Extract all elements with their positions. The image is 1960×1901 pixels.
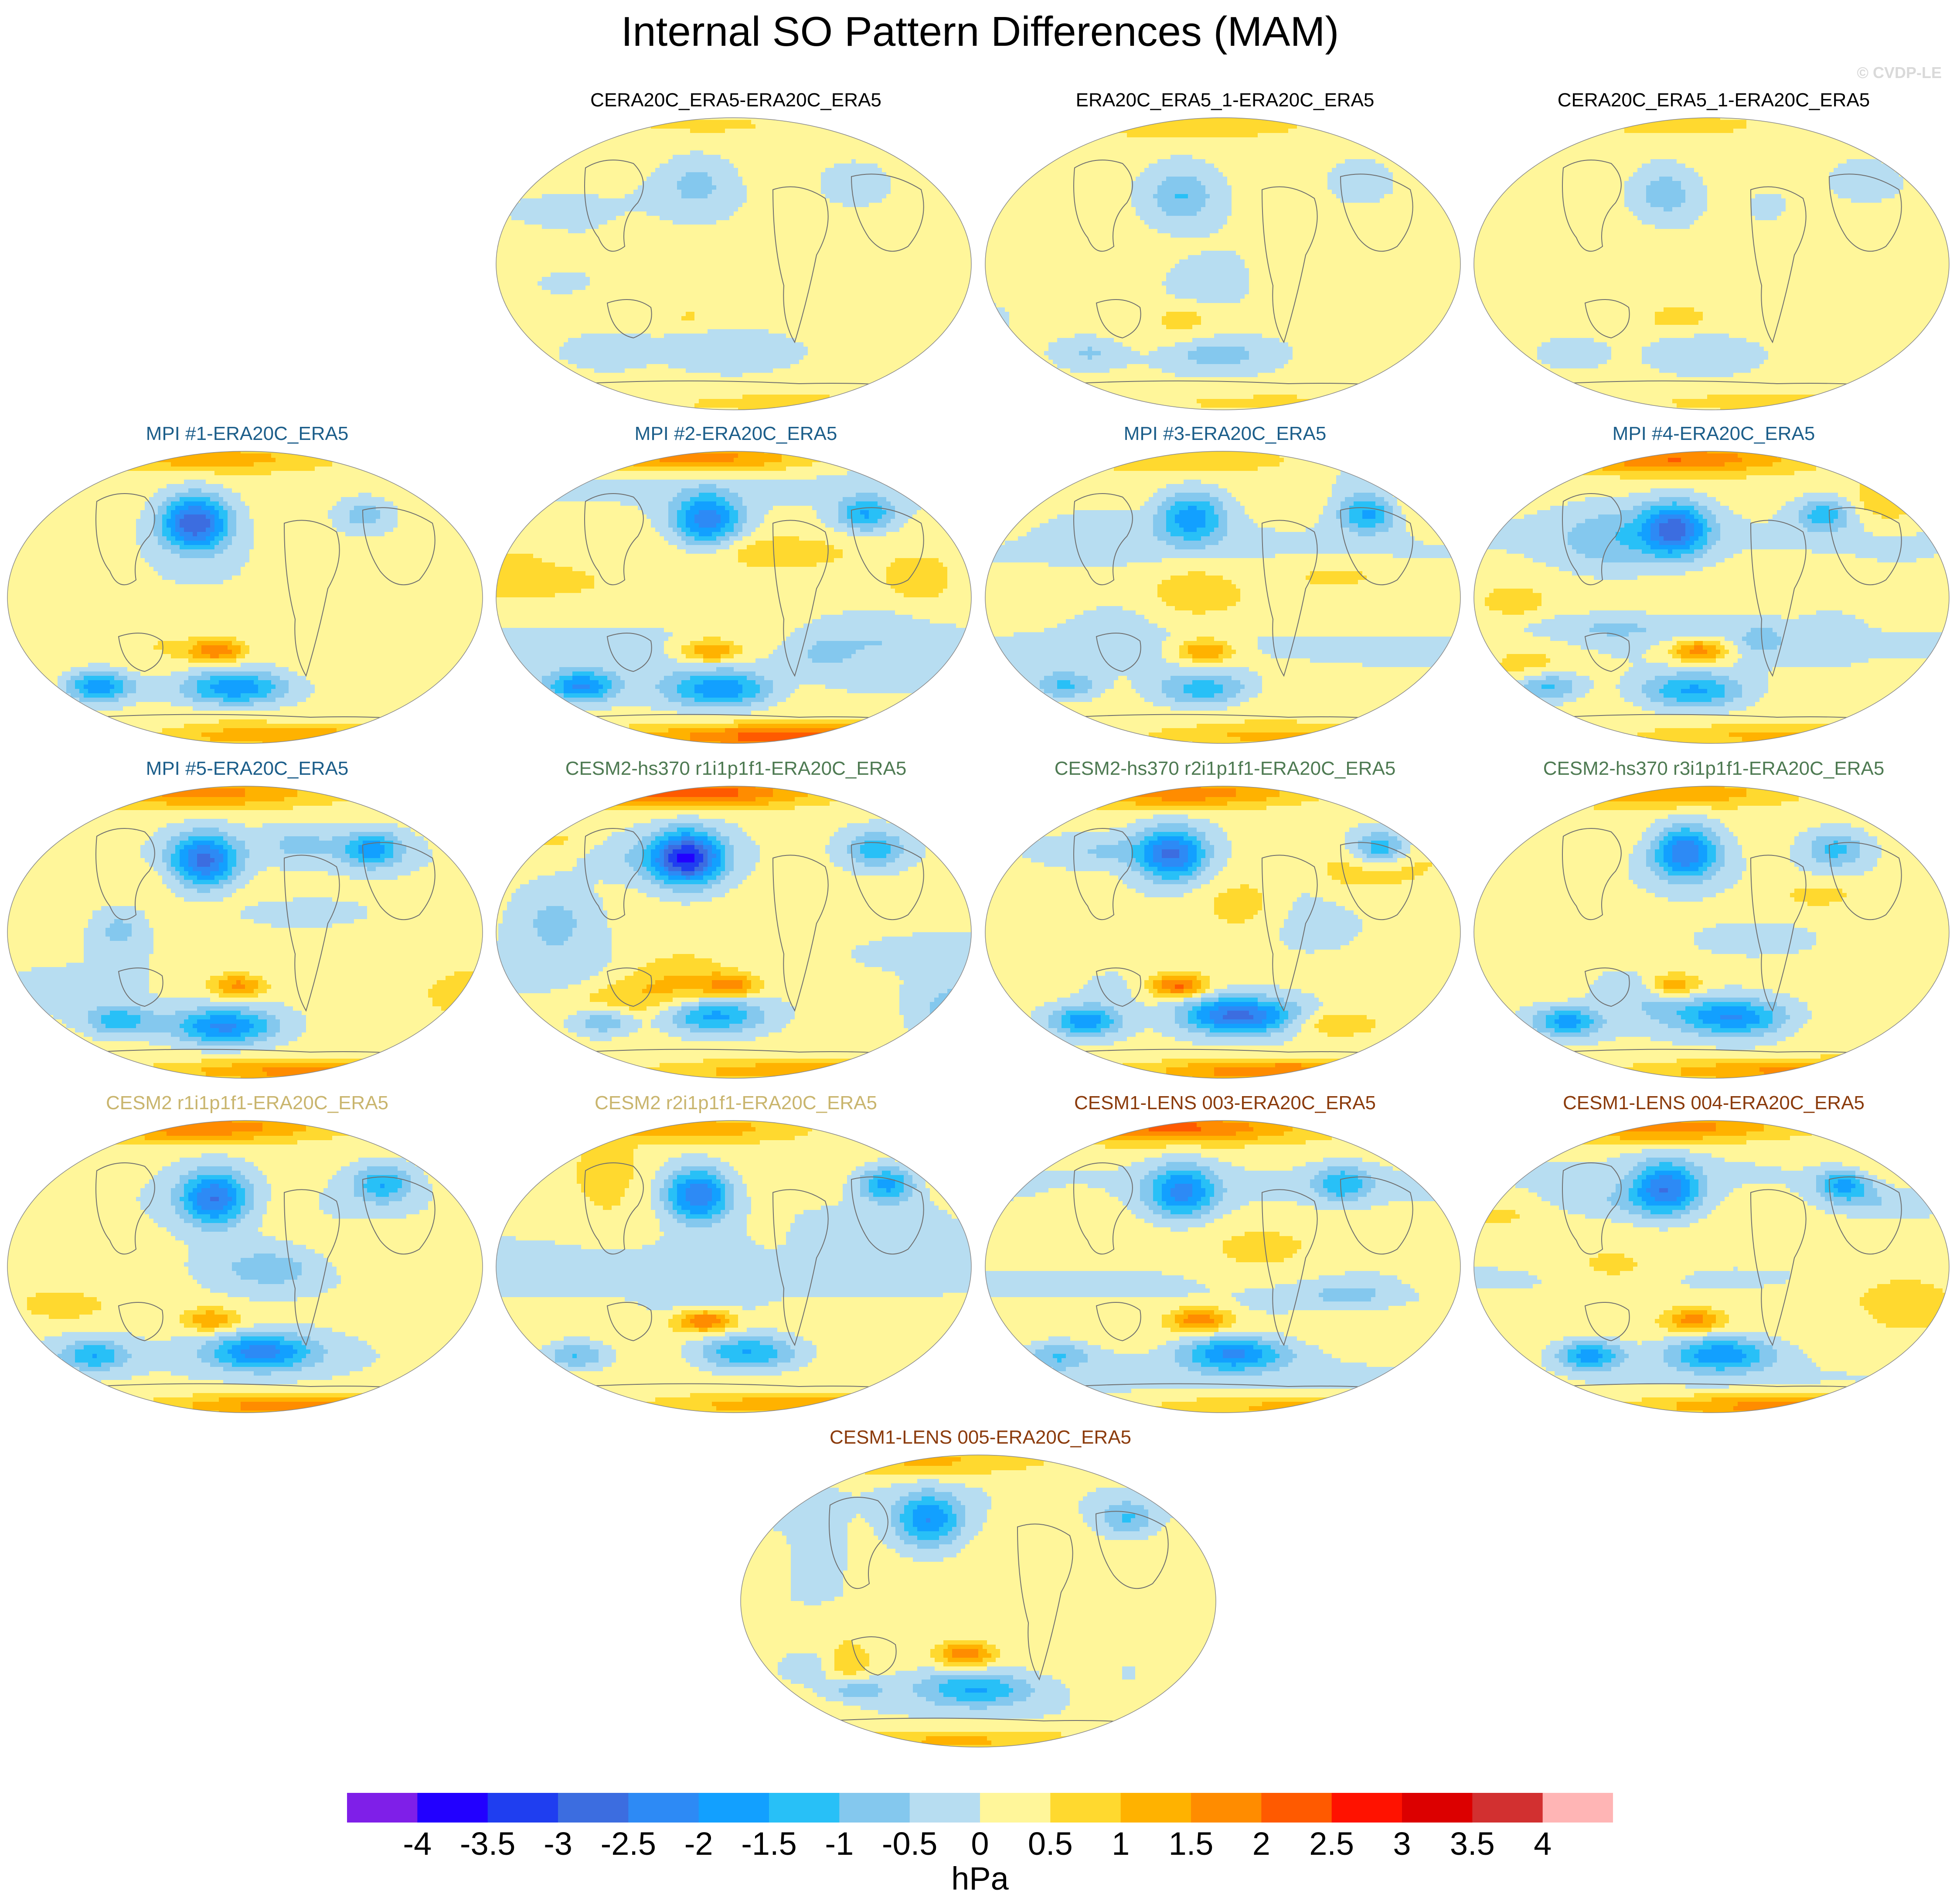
map-projection: [494, 784, 973, 1080]
colorbar-swatch: [347, 1793, 418, 1823]
map-panel: MPI #1-ERA20C_ERA5: [5, 423, 489, 754]
colorbar-swatch: [1191, 1793, 1262, 1823]
map-panel: CERA20C_ERA5-ERA20C_ERA5: [494, 89, 978, 421]
panel-title: MPI #1-ERA20C_ERA5: [5, 423, 489, 445]
map-panel: ERA20C_ERA5_1-ERA20C_ERA5: [983, 89, 1467, 421]
colorbar-tick-label: 0: [971, 1825, 989, 1862]
colorbar-swatch: [910, 1793, 980, 1823]
map-projection: [494, 1118, 973, 1415]
map-projection: [738, 1453, 1218, 1749]
map-projection: [1472, 1118, 1951, 1415]
map-panel: CESM1-LENS 003-ERA20C_ERA5: [983, 1092, 1467, 1424]
map-projection: [983, 116, 1463, 412]
colorbar-units: hPa: [0, 1860, 1960, 1897]
colorbar-swatch: [839, 1793, 910, 1823]
map-projection: [983, 449, 1463, 746]
colorbar-swatch: [417, 1793, 488, 1823]
colorbar-swatch: [1050, 1793, 1121, 1823]
map-panel: CESM2-hs370 r1i1p1f1-ERA20C_ERA5: [494, 758, 978, 1089]
colorbar-swatch: [1261, 1793, 1332, 1823]
colorbar-swatch: [1402, 1793, 1473, 1823]
colorbar-swatch: [980, 1793, 1051, 1823]
map-projection: [983, 784, 1463, 1080]
panel-title: CESM2-hs370 r3i1p1f1-ERA20C_ERA5: [1472, 758, 1956, 780]
colorbar-tick-label: -0.5: [882, 1825, 938, 1862]
map-panel: CESM2-hs370 r3i1p1f1-ERA20C_ERA5: [1472, 758, 1956, 1089]
map-panel: MPI #3-ERA20C_ERA5: [983, 423, 1467, 754]
map-panel: MPI #4-ERA20C_ERA5: [1472, 423, 1956, 754]
colorbar-tick-label: -3.5: [460, 1825, 516, 1862]
map-panel: CESM1-LENS 004-ERA20C_ERA5: [1472, 1092, 1956, 1424]
map-projection: [1472, 784, 1951, 1080]
panel-title: MPI #2-ERA20C_ERA5: [494, 423, 978, 445]
map-panel: MPI #5-ERA20C_ERA5: [5, 758, 489, 1089]
page-title: Internal SO Pattern Differences (MAM): [0, 8, 1960, 56]
colorbar-tick-label: 2: [1252, 1825, 1270, 1862]
colorbar-tick-label: -1: [825, 1825, 854, 1862]
panel-title: CESM2 r2i1p1f1-ERA20C_ERA5: [494, 1092, 978, 1114]
map-projection: [983, 1118, 1463, 1415]
panel-title: MPI #5-ERA20C_ERA5: [5, 758, 489, 780]
panel-title: CESM2-hs370 r2i1p1f1-ERA20C_ERA5: [983, 758, 1467, 780]
panel-title: CESM2 r1i1p1f1-ERA20C_ERA5: [5, 1092, 489, 1114]
colorbar-tick-label: 3: [1393, 1825, 1411, 1862]
map-panel: MPI #2-ERA20C_ERA5: [494, 423, 978, 754]
map-panel: CESM2 r1i1p1f1-ERA20C_ERA5: [5, 1092, 489, 1424]
panel-title: ERA20C_ERA5_1-ERA20C_ERA5: [983, 89, 1467, 111]
colorbar-tick-label: 3.5: [1450, 1825, 1495, 1862]
colorbar-swatch: [558, 1793, 629, 1823]
panel-title: MPI #3-ERA20C_ERA5: [983, 423, 1467, 445]
map-projection: [5, 784, 485, 1080]
colorbar-tick-label: -2.5: [601, 1825, 657, 1862]
map-panel: CESM2 r2i1p1f1-ERA20C_ERA5: [494, 1092, 978, 1424]
colorbar-tick-label: 2.5: [1309, 1825, 1354, 1862]
panel-title: CESM1-LENS 005-ERA20C_ERA5: [738, 1427, 1222, 1448]
colorbar-tick-label: 0.5: [1028, 1825, 1073, 1862]
colorbar-tick-label: 1.5: [1169, 1825, 1214, 1862]
colorbar-swatch: [488, 1793, 558, 1823]
map-panel: CERA20C_ERA5_1-ERA20C_ERA5: [1472, 89, 1956, 421]
map-projection: [1472, 116, 1951, 412]
colorbar-swatch: [769, 1793, 840, 1823]
map-projection: [494, 449, 973, 746]
colorbar-swatch: [628, 1793, 699, 1823]
panel-title: CESM2-hs370 r1i1p1f1-ERA20C_ERA5: [494, 758, 978, 780]
colorbar-tick-label: 4: [1534, 1825, 1552, 1862]
colorbar-tick-label: -4: [403, 1825, 432, 1862]
map-projection: [1472, 449, 1951, 746]
colorbar-swatch: [1472, 1793, 1543, 1823]
colorbar-swatch: [699, 1793, 769, 1823]
panel-title: MPI #4-ERA20C_ERA5: [1472, 423, 1956, 445]
colorbar: [347, 1793, 1613, 1823]
panel-title: CESM1-LENS 004-ERA20C_ERA5: [1472, 1092, 1956, 1114]
panel-title: CESM1-LENS 003-ERA20C_ERA5: [983, 1092, 1467, 1114]
colorbar-swatch: [1543, 1793, 1613, 1823]
map-projection: [5, 1118, 485, 1415]
panel-title: CERA20C_ERA5_1-ERA20C_ERA5: [1472, 89, 1956, 111]
colorbar-swatch: [1121, 1793, 1191, 1823]
map-projection: [494, 116, 973, 412]
map-panel: CESM1-LENS 005-ERA20C_ERA5: [738, 1427, 1222, 1758]
colorbar-swatch: [1332, 1793, 1402, 1823]
map-projection: [5, 449, 485, 746]
colorbar-tick-label: -2: [684, 1825, 713, 1862]
colorbar-tick-label: -3: [544, 1825, 572, 1862]
watermark: © CVDP-LE: [1857, 64, 1942, 82]
colorbar-tick-label: 1: [1112, 1825, 1130, 1862]
panel-title: CERA20C_ERA5-ERA20C_ERA5: [494, 89, 978, 111]
colorbar-tick-label: -1.5: [741, 1825, 797, 1862]
map-panel: CESM2-hs370 r2i1p1f1-ERA20C_ERA5: [983, 758, 1467, 1089]
